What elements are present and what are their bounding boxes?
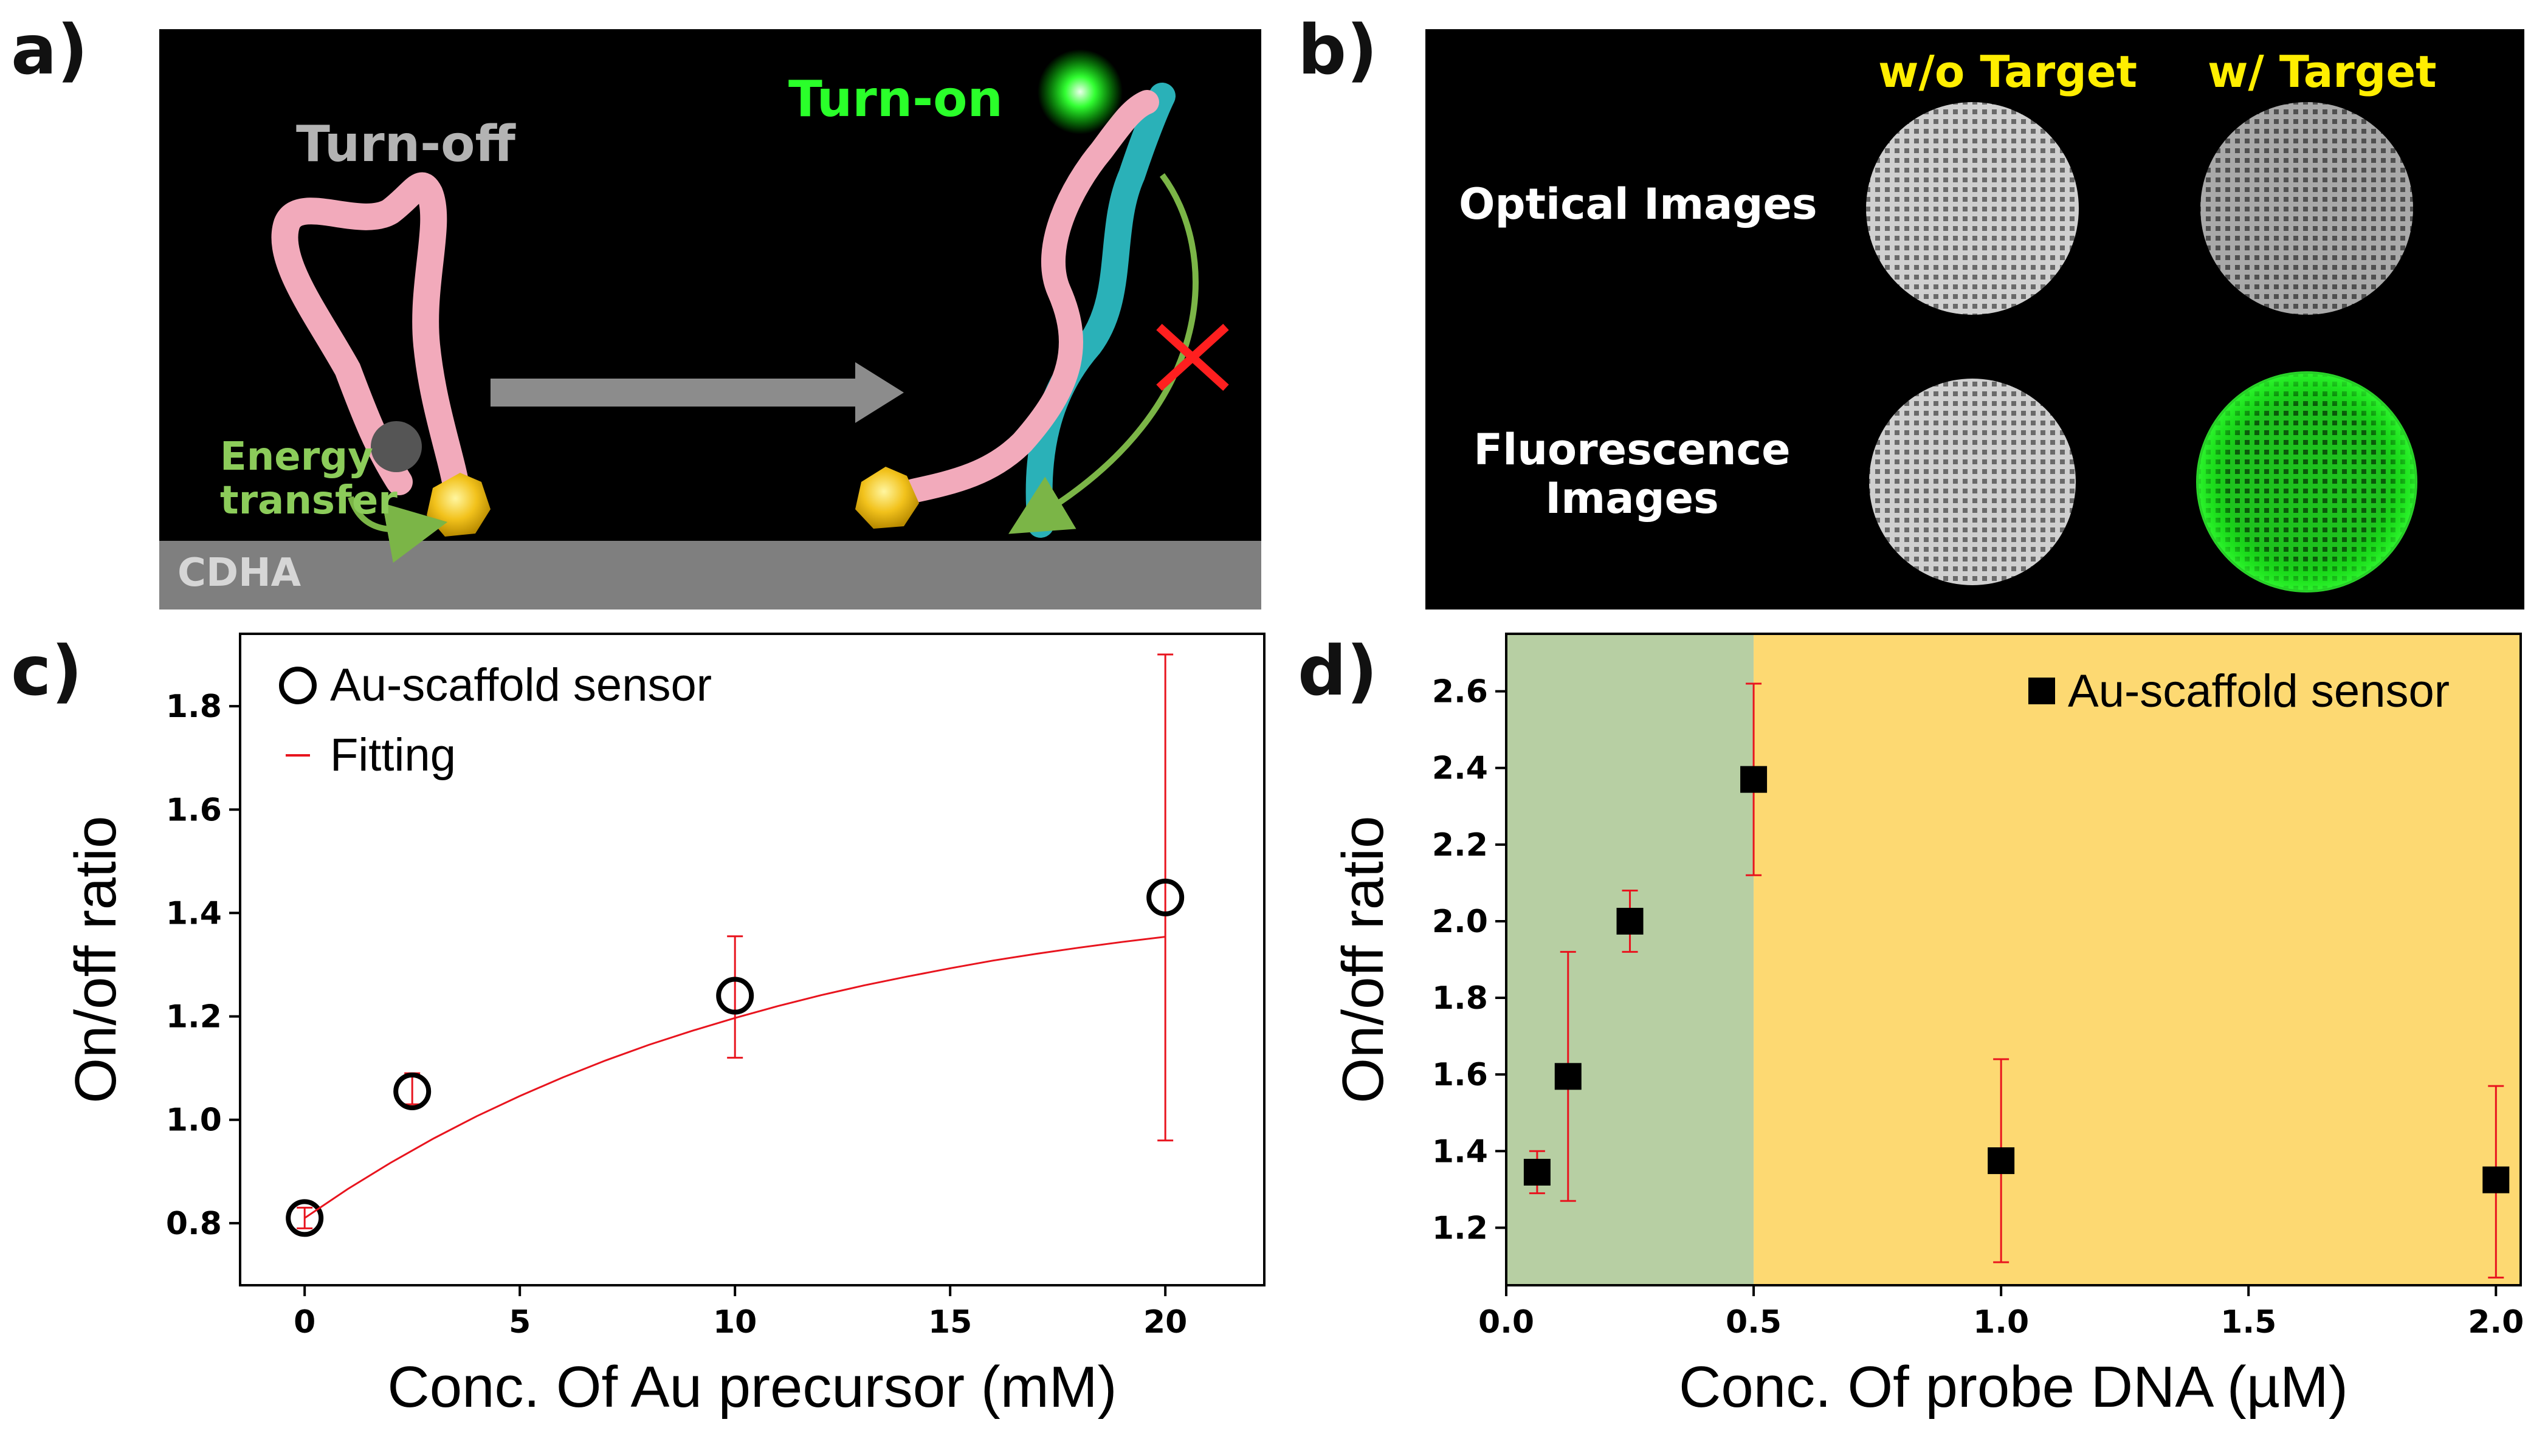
plot-frame (1505, 633, 2522, 1286)
x-axis-label: Conc. Of probe DNA (µM) (1679, 1355, 2348, 1420)
legend-marker-sensor (2028, 678, 2055, 704)
x-tick-label: 1.5 (2220, 1304, 2276, 1341)
quencher-sphere (371, 421, 422, 472)
legend-label-fitting: Fitting (330, 729, 456, 781)
y-tick-label: 1.2 (166, 999, 222, 1035)
pink-strand-turnoff (271, 172, 470, 504)
legend-label-sensor: Au-scaffold sensor (330, 659, 712, 711)
col-label-with-target: w/ Target (2208, 46, 2437, 97)
data-point (1523, 1158, 1551, 1186)
row-label-fluorescence: Fluorescence Images (1459, 425, 1805, 523)
y-axis-label: On/off ratio (1331, 816, 1396, 1103)
data-point (1616, 907, 1644, 935)
y-tick-label: 1.4 (1432, 1133, 1488, 1170)
cdha-label: CDHA (177, 551, 301, 596)
data-point (393, 1072, 432, 1110)
process-arrow-shaft (491, 379, 855, 407)
data-point (716, 977, 754, 1015)
legend-marker-sensor (279, 667, 317, 704)
shaded-region-1 (1754, 634, 2521, 1285)
y-axis-label: On/off ratio (63, 816, 128, 1103)
y-tick-label: 1.4 (166, 895, 222, 932)
x-tick-label: 2.0 (2468, 1304, 2524, 1341)
row-label-fluorescence-line1: Fluorescence (1473, 425, 1791, 475)
shaded-region-0 (1506, 634, 1754, 1285)
y-tick-label: 2.0 (1432, 904, 1488, 940)
scaffold-images (1866, 102, 2417, 592)
blocked-transfer-arrow (1008, 173, 1199, 534)
x-tick-label: 10 (713, 1304, 757, 1341)
fluorophore-glow (1038, 49, 1123, 134)
panel-a-illustration: Turn-off Turn-on Energy transfer CDHA (159, 29, 1261, 610)
y-tick-label: 2.4 (1432, 750, 1488, 787)
x-axis-label: Conc. Of Au precursor (mM) (387, 1355, 1117, 1420)
gold-nanoparticle-right (855, 467, 919, 529)
data-point (1146, 878, 1185, 916)
y-tick-label: 2.2 (1432, 827, 1488, 864)
plot-frame (239, 633, 1266, 1286)
fluorescence-image-without-target (1869, 379, 2076, 585)
data-point (1554, 1063, 1582, 1090)
x-tick-label: 5 (509, 1304, 531, 1341)
turn-on-label: Turn-on (788, 70, 1003, 128)
y-tick-label: 0.8 (166, 1206, 222, 1242)
x-tick-label: 0 (294, 1304, 315, 1341)
panel-b-letter: b) (1298, 11, 1378, 90)
y-tick-label: 1.0 (166, 1102, 222, 1139)
legend-label-sensor: Au-scaffold sensor (2068, 665, 2450, 717)
dna-sensor-illustration (159, 49, 1261, 610)
data-point (2482, 1166, 2510, 1193)
y-tick-label: 1.8 (166, 689, 222, 725)
y-tick-label: 1.2 (1432, 1210, 1488, 1246)
y-tick-label: 1.6 (1432, 1057, 1488, 1093)
process-arrow-head (855, 362, 904, 423)
x-tick-label: 0.5 (1726, 1304, 1782, 1341)
optical-image-without-target (1866, 102, 2079, 315)
fluorescence-rim-glow (2196, 371, 2417, 592)
data-point (1988, 1147, 2015, 1175)
x-tick-label: 15 (928, 1304, 972, 1341)
energy-transfer-line1: Energy (220, 434, 373, 479)
data-point (1740, 766, 1768, 793)
row-label-optical: Optical Images (1459, 179, 1817, 229)
col-label-without-target: w/o Target (1878, 46, 2138, 97)
panel-a-letter: a) (11, 11, 88, 90)
x-tick-label: 0.0 (1478, 1304, 1534, 1341)
data-point (286, 1199, 324, 1237)
teal-target-strand (1025, 83, 1176, 538)
y-tick-label: 1.8 (1432, 980, 1488, 1017)
optical-image-with-target (2200, 102, 2413, 315)
panel-b-images: w/o Target w/ Target Optical Images Fluo… (1425, 29, 2524, 610)
x-tick-label: 1.0 (1973, 1304, 2029, 1341)
panel-c-letter: c) (11, 632, 83, 711)
y-tick-label: 2.6 (1432, 674, 1488, 710)
row-label-fluorescence-line2: Images (1545, 473, 1719, 523)
y-tick-label: 1.6 (166, 792, 222, 828)
turn-off-label: Turn-off (296, 115, 515, 173)
fit-curve (304, 936, 1166, 1219)
energy-transfer-arrow (348, 496, 448, 563)
x-tick-label: 20 (1143, 1304, 1187, 1341)
pink-strand-turnon (901, 90, 1159, 503)
cdha-substrate (159, 541, 1261, 610)
panel-d-letter: d) (1298, 632, 1378, 711)
cross-mark-b (1156, 323, 1229, 391)
